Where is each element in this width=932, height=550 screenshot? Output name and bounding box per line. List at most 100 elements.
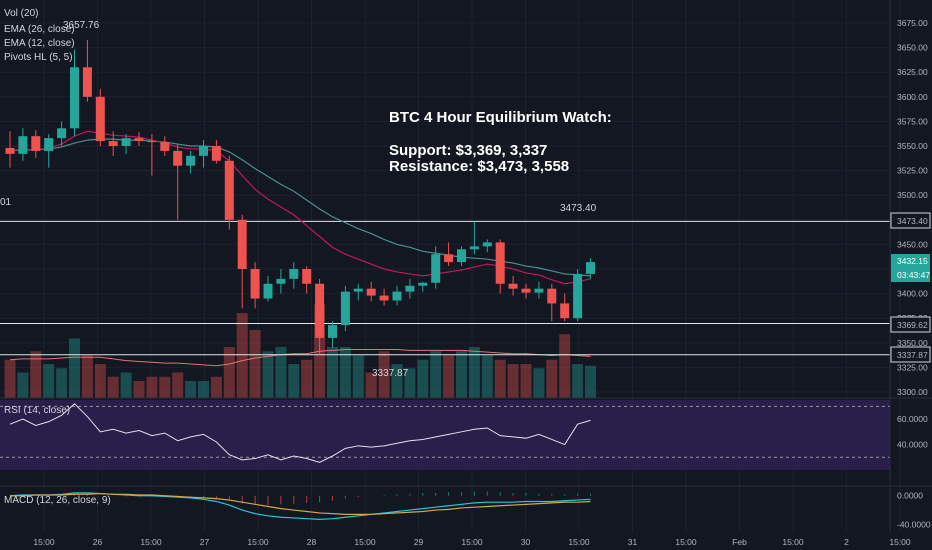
pivot-cut-label: 01 bbox=[0, 197, 12, 208]
candle-body bbox=[224, 160, 234, 220]
price-tick-label: 3350.00 bbox=[897, 338, 928, 348]
candle-body bbox=[108, 141, 118, 146]
volume-bar bbox=[223, 347, 235, 398]
legend-rsi[interactable]: RSI (14, close) bbox=[4, 405, 70, 416]
candle-body bbox=[521, 288, 531, 293]
candle-body bbox=[315, 283, 325, 338]
rsi-line bbox=[0, 403, 890, 463]
candle-body bbox=[276, 278, 286, 284]
candle-body bbox=[31, 136, 41, 151]
time-tick-label: 29 bbox=[414, 537, 424, 547]
candle-body bbox=[160, 142, 170, 151]
volume-bar bbox=[507, 364, 519, 398]
volume-bar bbox=[546, 359, 558, 398]
volume-bar bbox=[56, 368, 68, 398]
volume-bar bbox=[301, 359, 313, 398]
candle-body bbox=[70, 67, 79, 129]
volume-bar bbox=[275, 347, 287, 398]
candle-body bbox=[340, 291, 350, 326]
volume-bar bbox=[133, 381, 145, 398]
candle-body bbox=[134, 138, 144, 142]
volume-bar bbox=[327, 347, 338, 398]
candle-body bbox=[508, 283, 518, 289]
candle-body bbox=[250, 269, 260, 299]
candle-body bbox=[444, 254, 454, 263]
volume-bar bbox=[94, 364, 106, 398]
volume-bar bbox=[185, 381, 197, 398]
price-tick-label: 3400.00 bbox=[897, 289, 928, 299]
candle-body bbox=[173, 150, 183, 166]
macd-tick-label: -40.0000 bbox=[897, 519, 931, 529]
volume-bar bbox=[146, 376, 158, 398]
price-tick-label: 3600.00 bbox=[897, 92, 928, 102]
candle-body bbox=[237, 219, 247, 269]
volume-bar bbox=[443, 355, 455, 398]
time-tick-label: 30 bbox=[521, 537, 531, 547]
price-tick-label: 3550.00 bbox=[897, 141, 928, 151]
price-tick-label: 3650.00 bbox=[897, 43, 928, 53]
candle-body bbox=[5, 147, 15, 154]
volume-bar bbox=[236, 313, 248, 398]
time-tick-label: 15:00 bbox=[461, 537, 483, 547]
volume-bar bbox=[107, 376, 119, 398]
volume-bar bbox=[533, 368, 545, 398]
volume-bar bbox=[30, 351, 42, 398]
candle-body bbox=[186, 155, 196, 166]
time-tick-label: Feb bbox=[732, 537, 747, 547]
candle-body bbox=[495, 242, 505, 284]
volume-bar bbox=[210, 376, 222, 398]
pivot-high-label: 3657.76 bbox=[63, 20, 100, 31]
volume-bar bbox=[262, 351, 274, 398]
annotation-support: Support: $3,369, 3,337 bbox=[389, 142, 547, 159]
volume-bar bbox=[481, 355, 493, 398]
legend-vol[interactable]: Vol (20) bbox=[4, 8, 38, 19]
legend-ema26[interactable]: EMA (26, close) bbox=[4, 24, 75, 35]
pivot-high-label: 3473.40 bbox=[560, 203, 597, 214]
volume-bar bbox=[172, 372, 184, 398]
level-tag-bg bbox=[890, 212, 931, 229]
time-tick-label: 15:00 bbox=[140, 537, 162, 547]
candle-body bbox=[95, 96, 105, 142]
level-tag-bg bbox=[890, 316, 931, 333]
candle-body bbox=[457, 249, 466, 263]
price-tick-label: 3325.00 bbox=[897, 362, 928, 372]
volume-bar bbox=[69, 338, 80, 398]
candle-body bbox=[302, 269, 312, 284]
time-tick-label: 27 bbox=[200, 537, 210, 547]
legend-pivots[interactable]: Pivots HL (5, 5) bbox=[4, 52, 73, 63]
time-tick-label: 15:00 bbox=[568, 537, 590, 547]
price-tick-label: 3675.00 bbox=[897, 18, 928, 28]
candle-body bbox=[353, 288, 363, 292]
volume-bar bbox=[17, 372, 29, 398]
candle-body bbox=[418, 282, 428, 286]
time-tick-label: 15:00 bbox=[354, 537, 376, 547]
candlesticks[interactable] bbox=[5, 39, 596, 355]
time-tick-label: 31 bbox=[628, 537, 638, 547]
price-tick-label: 3300.00 bbox=[897, 387, 928, 397]
candle-body bbox=[199, 146, 208, 156]
volume-bar bbox=[456, 351, 467, 398]
volume-bar bbox=[520, 364, 532, 398]
candle-body bbox=[289, 269, 299, 279]
volume-bar bbox=[404, 368, 416, 398]
volume-bar bbox=[365, 372, 377, 398]
price-tick-label: 3575.00 bbox=[897, 116, 928, 126]
candle-body bbox=[431, 254, 441, 283]
volume-bar bbox=[585, 365, 596, 398]
price-tick-label: 3525.00 bbox=[897, 166, 928, 176]
rsi-line bbox=[9, 403, 591, 463]
candle-body bbox=[573, 273, 583, 319]
candle-body bbox=[147, 141, 157, 143]
macd-lines bbox=[9, 491, 591, 520]
ema12-line bbox=[9, 130, 591, 285]
legend-macd[interactable]: MACD (12, 26, close, 9) bbox=[4, 495, 111, 506]
candle-body bbox=[547, 288, 557, 304]
rsi-tick-label: 60.0000 bbox=[897, 414, 928, 424]
time-tick-label: 28 bbox=[307, 537, 317, 547]
candle-body bbox=[392, 291, 402, 301]
legend-ema12[interactable]: EMA (12, close) bbox=[4, 38, 75, 49]
current-price-tag bbox=[891, 254, 930, 282]
volume-bar bbox=[572, 364, 584, 398]
candle-body bbox=[379, 295, 389, 301]
